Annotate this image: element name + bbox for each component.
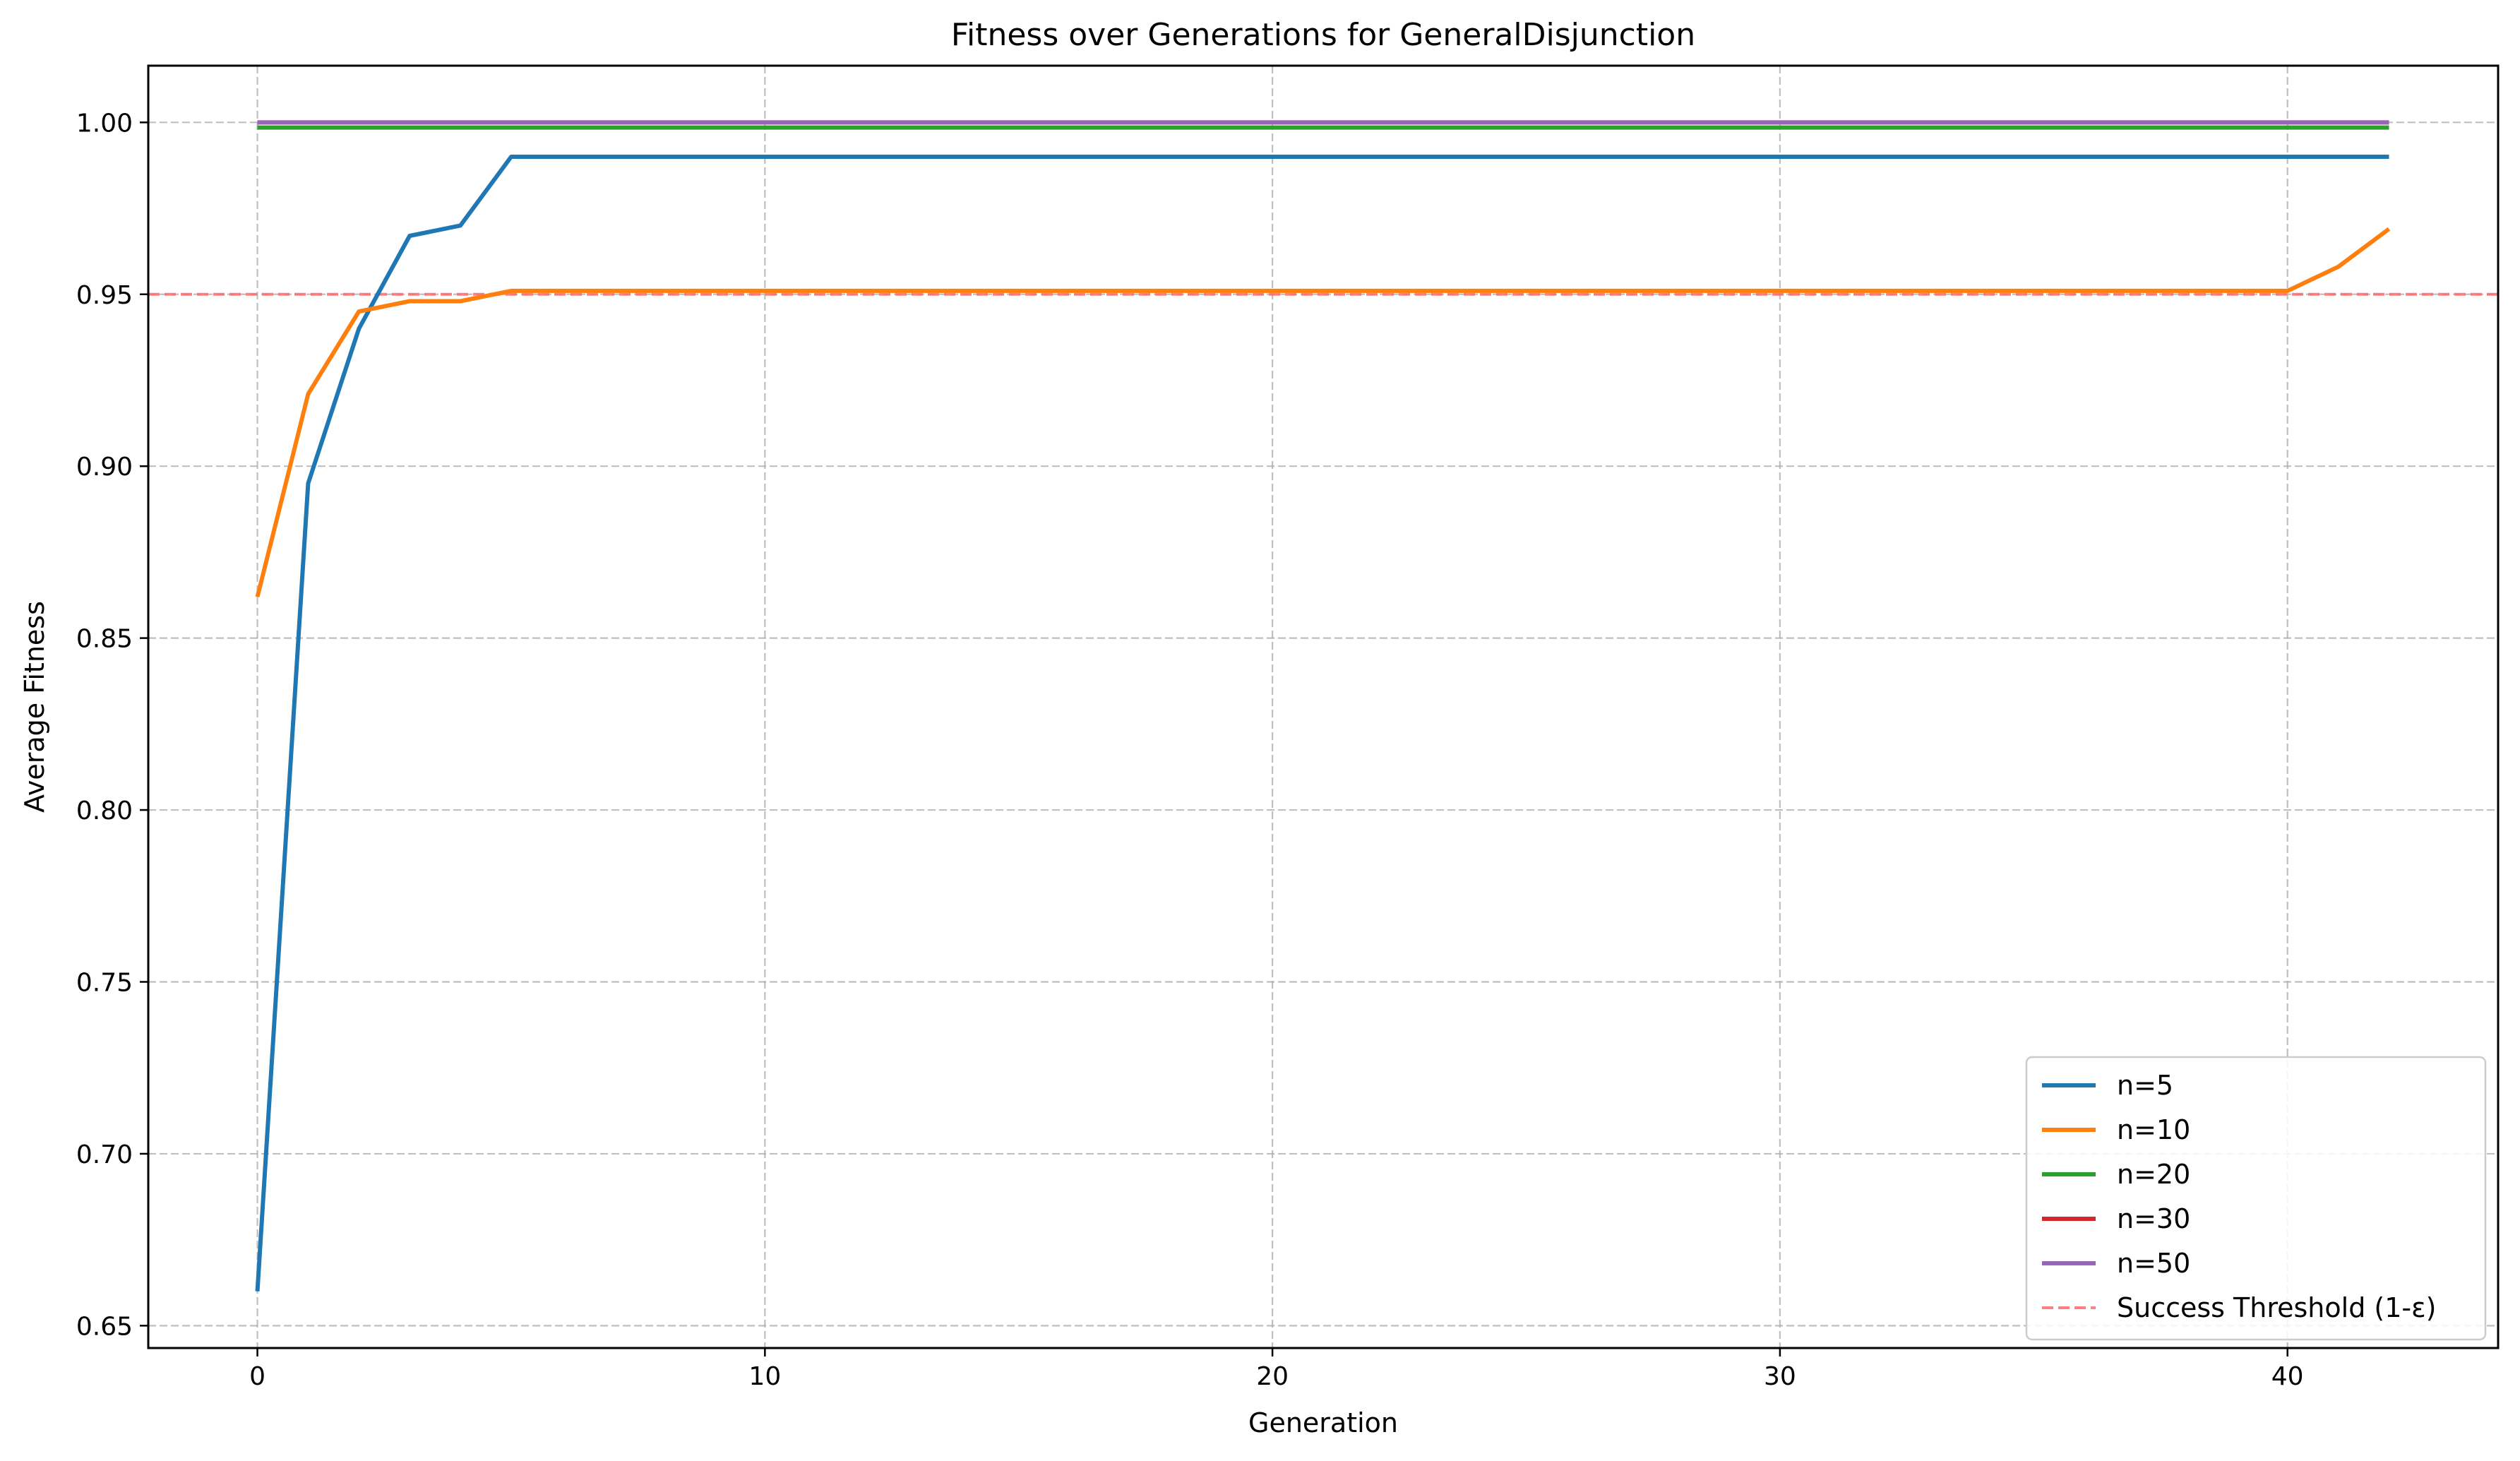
legend-box xyxy=(2025,1056,2487,1341)
legend-label: n=50 xyxy=(2117,1248,2190,1279)
chart-title: Fitness over Generations for GeneralDisj… xyxy=(951,17,1695,53)
y-tick-label: 0.80 xyxy=(76,797,133,825)
legend: n=5 n=10 n=20 n=30 n=50 Success Threshold (1-… xyxy=(2025,1056,2487,1341)
legend-label: n=10 xyxy=(2117,1114,2190,1145)
x-tick-label: 40 xyxy=(2271,1362,2304,1391)
y-tick-label: 0.85 xyxy=(76,625,133,654)
x-axis-label: Generation xyxy=(1248,1407,1398,1438)
legend-label: n=20 xyxy=(2117,1159,2190,1190)
series-layer xyxy=(255,120,2391,1292)
series-line-n-10 xyxy=(255,227,2391,597)
legend-label: n=5 xyxy=(2117,1070,2173,1101)
legend-label: n=30 xyxy=(2117,1203,2190,1234)
x-tick-label: 10 xyxy=(748,1362,781,1391)
y-tick-label: 0.75 xyxy=(76,968,133,997)
y-tick-label: 0.65 xyxy=(76,1312,133,1341)
y-tick-label: 0.70 xyxy=(76,1140,133,1169)
y-axis: 0.65 0.70 0.75 0.80 0.85 0.90 0.95 1.00 xyxy=(76,109,148,1341)
y-tick-label: 0.90 xyxy=(76,453,133,482)
y-tick-label: 1.00 xyxy=(76,109,133,138)
series-line-n-5 xyxy=(255,155,2389,1292)
x-tick-label: 0 xyxy=(249,1362,265,1391)
legend-label: Success Threshold (1-ε) xyxy=(2117,1292,2436,1323)
plot-frame xyxy=(147,64,2500,1349)
x-tick-label: 30 xyxy=(1764,1362,1796,1391)
x-axis: 0 10 20 30 40 xyxy=(249,1348,2304,1391)
x-tick-label: 20 xyxy=(1256,1362,1289,1391)
y-tick-label: 0.95 xyxy=(76,281,133,310)
y-axis-label: Average Fitness xyxy=(19,601,50,813)
